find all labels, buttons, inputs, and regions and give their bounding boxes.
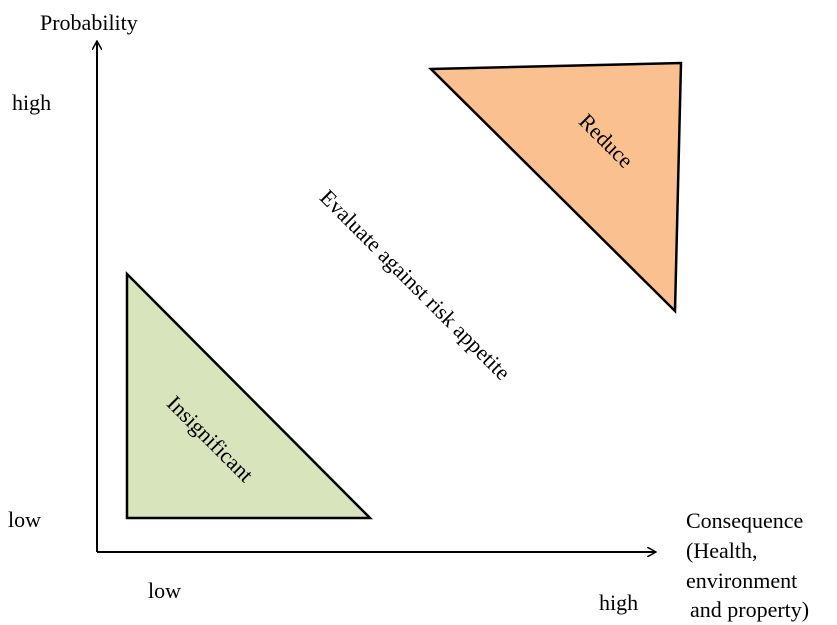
evaluate-label: Evaluate against risk appetite <box>315 184 515 384</box>
reduce-region <box>428 61 683 314</box>
x-axis-low-label: low <box>148 578 181 603</box>
y-axis-title: Probability <box>40 10 138 35</box>
x-axis-title-line-4: and property) <box>690 597 809 622</box>
y-axis-high-label: high <box>12 90 51 115</box>
x-axis-title-line-1: Consequence <box>686 508 803 533</box>
x-axis-title-line-2: (Health, <box>686 538 757 563</box>
insignificant-region <box>125 270 374 520</box>
y-axis-low-label: low <box>8 507 41 532</box>
x-axis-title-line-3: environment <box>686 568 797 593</box>
x-axis-high-label: high <box>599 590 638 615</box>
